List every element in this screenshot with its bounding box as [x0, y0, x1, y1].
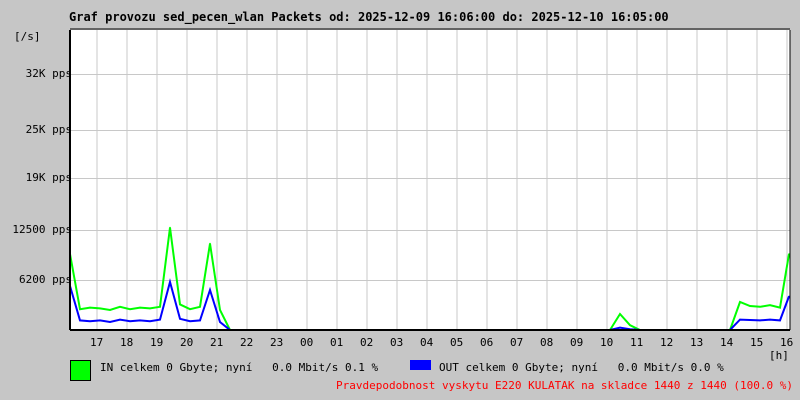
data-point-out [759, 319, 761, 322]
data-point-out [209, 289, 211, 291]
data-point-out [779, 319, 781, 322]
legend-in-swatch [70, 360, 91, 381]
data-point-out [749, 319, 751, 321]
x-tick-label: 07 [510, 336, 524, 349]
data-point-in [189, 308, 191, 311]
x-tick-label: 05 [450, 336, 464, 349]
x-tick-label: 13 [690, 336, 704, 349]
y-tick-label: 25K pps [25, 122, 72, 136]
data-point-out [169, 281, 171, 283]
x-tick-label: 08 [540, 336, 554, 349]
data-point-in [759, 306, 761, 308]
data-point-in [629, 324, 631, 327]
x-tick-label: 12 [660, 336, 674, 349]
data-point-out [99, 319, 101, 322]
y-axis-unit: [/s] [14, 30, 41, 43]
data-point-in [79, 308, 81, 311]
data-point-out [109, 321, 111, 323]
x-tick-label: 09 [570, 336, 584, 349]
data-point-in [99, 307, 101, 310]
y-tick-label: 6200 pps [19, 272, 72, 286]
y-tick-label: 32K pps [25, 66, 72, 80]
data-point-out [139, 319, 141, 322]
data-point-in [739, 301, 741, 303]
x-tick-label: 02 [360, 336, 374, 349]
data-point-out [179, 318, 181, 320]
x-tick-label: 19 [150, 336, 164, 349]
data-point-in [129, 308, 131, 311]
data-point-in [209, 242, 211, 245]
x-tick-label: 04 [420, 336, 434, 349]
legend-out-text: OUT celkem 0 Gbyte; nyní 0.0 Mbit/s 0.0 … [439, 361, 724, 374]
data-point-in [769, 304, 771, 307]
data-point-in [139, 306, 141, 309]
data-point-out [129, 320, 131, 323]
x-tick-label: 14 [720, 336, 734, 349]
data-point-out [739, 318, 741, 321]
x-tick-label: 11 [630, 336, 644, 349]
x-tick-label: 16 [780, 336, 794, 349]
data-point-out [89, 320, 91, 323]
legend-out-swatch [410, 360, 431, 370]
x-tick-label: 15 [750, 336, 764, 349]
y-tick-label: 19K pps [25, 170, 72, 184]
data-point-out [79, 319, 81, 322]
data-point-in [219, 309, 221, 311]
data-point-in [149, 307, 151, 310]
x-tick-label: 06 [480, 336, 494, 349]
data-point-out [189, 320, 191, 323]
legend-in-text: IN celkem 0 Gbyte; nyní 0.0 Mbit/s 0.1 % [100, 361, 379, 374]
data-point-in [199, 306, 201, 308]
data-point-in [179, 303, 181, 306]
data-point-out [119, 318, 121, 321]
data-point-in [169, 226, 171, 229]
data-point-out [199, 319, 201, 322]
x-tick-label: 03 [390, 336, 404, 349]
data-point-in [619, 313, 621, 315]
data-point-out [159, 318, 161, 321]
data-point-in [749, 305, 751, 307]
data-point-out [149, 320, 151, 323]
x-tick-label: 20 [180, 336, 194, 349]
x-tick-label: 01 [330, 336, 344, 349]
data-point-in [788, 253, 790, 255]
y-tick-label: 12500 pps [12, 222, 72, 236]
x-tick-label: 10 [600, 336, 614, 349]
x-tick-label: 23 [270, 336, 284, 349]
x-axis-unit: [h] [769, 349, 789, 362]
data-point-in [779, 306, 781, 309]
x-tick-label: 21 [210, 336, 224, 349]
chart-title: Graf provozu sed_pecen_wlan Packets od: … [69, 10, 669, 24]
data-point-out [769, 318, 771, 321]
footer-note: Pravdepodobnost vyskytu E220 KULATAK na … [336, 379, 793, 392]
data-point-in [109, 309, 111, 311]
data-point-in [89, 306, 91, 309]
data-point-out [219, 321, 221, 323]
x-tick-label: 18 [120, 336, 134, 349]
data-point-in [119, 306, 121, 308]
x-tick-label: 22 [240, 336, 254, 349]
x-tick-label: 00 [300, 336, 314, 349]
x-tick-label: 17 [90, 336, 104, 349]
data-point-out [619, 326, 621, 329]
data-point-out [788, 295, 790, 298]
data-point-in [159, 306, 161, 308]
